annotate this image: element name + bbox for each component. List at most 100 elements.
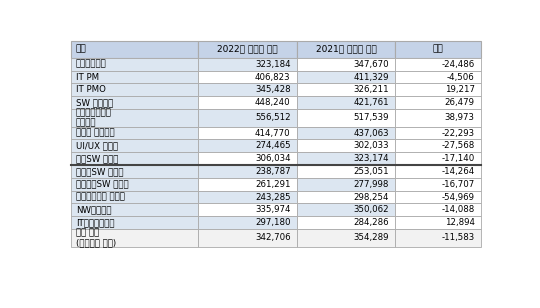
Bar [199,83,297,96]
Bar [297,216,395,229]
Bar [199,204,297,216]
Text: SW 아키텍트: SW 아키텍트 [76,98,113,107]
Text: 데이터 아키텍트: 데이터 아키텍트 [76,128,114,137]
Bar [297,229,395,247]
Bar [297,127,395,140]
Text: NW엔지니어: NW엔지니어 [76,205,111,214]
Bar [395,216,481,229]
Text: 342,706: 342,706 [255,233,291,242]
Bar [71,96,199,109]
Bar [199,58,297,71]
Bar [199,41,297,58]
Text: 335,974: 335,974 [255,205,291,214]
Bar [71,140,199,152]
Bar [71,165,199,178]
Bar [199,191,297,204]
Text: 238,787: 238,787 [255,167,291,176]
Text: 448,240: 448,240 [255,98,291,107]
Bar [199,216,297,229]
Text: 응용SW 개발자: 응용SW 개발자 [76,154,118,163]
Bar [395,83,481,96]
Bar [297,58,395,71]
Bar [395,204,481,216]
Bar [199,127,297,140]
Text: -22,293: -22,293 [442,128,475,137]
Bar [395,41,481,58]
Bar [297,191,395,204]
Bar [395,191,481,204]
Bar [395,178,481,191]
Text: -14,088: -14,088 [442,205,475,214]
Bar [395,109,481,127]
Text: 19,217: 19,217 [445,85,475,94]
Text: 243,285: 243,285 [255,192,291,201]
Bar [199,152,297,165]
Text: 354,289: 354,289 [353,233,389,242]
Bar [395,152,481,165]
Bar [71,216,199,229]
Text: UI/UX 개발자: UI/UX 개발자 [76,141,118,150]
Text: IT PMO: IT PMO [76,85,106,94]
Text: 437,063: 437,063 [353,128,389,137]
Bar [199,165,297,178]
Text: 347,670: 347,670 [353,60,389,69]
Bar [71,127,199,140]
Bar [395,229,481,247]
Bar [71,178,199,191]
Text: 556,512: 556,512 [255,113,291,122]
Text: -11,583: -11,583 [442,233,475,242]
Bar [199,109,297,127]
Text: 평균 임금
(산술평균 기준): 평균 임금 (산술평균 기준) [76,228,116,248]
Text: 350,062: 350,062 [353,205,389,214]
Bar [199,71,297,83]
Text: 임베디드SW 개발자: 임베디드SW 개발자 [76,180,129,189]
Bar [199,178,297,191]
Bar [71,109,199,127]
Text: 297,180: 297,180 [255,218,291,227]
Text: 데이터분석가: 데이터분석가 [76,60,106,69]
Bar [71,83,199,96]
Bar [395,96,481,109]
Text: 데이터베이스 운용자: 데이터베이스 운용자 [76,192,125,201]
Text: 26,479: 26,479 [445,98,475,107]
Bar [297,71,395,83]
Text: 12,894: 12,894 [445,218,475,227]
Bar [199,229,297,247]
Bar [395,140,481,152]
Bar [71,229,199,247]
Bar [297,41,395,58]
Bar [71,152,199,165]
Bar [297,96,395,109]
Text: 406,823: 406,823 [255,73,291,82]
Text: 414,770: 414,770 [255,128,291,137]
Bar [71,191,199,204]
Text: 323,184: 323,184 [255,60,291,69]
Text: 시스템SW 개발자: 시스템SW 개발자 [76,167,123,176]
Text: IT PM: IT PM [76,73,99,82]
Bar [395,165,481,178]
Text: 411,329: 411,329 [353,73,389,82]
Text: 261,291: 261,291 [255,180,291,189]
Text: 306,034: 306,034 [255,154,291,163]
Bar [297,165,395,178]
Text: -4,506: -4,506 [447,73,475,82]
Bar [297,204,395,216]
Text: -24,486: -24,486 [442,60,475,69]
Text: 38,973: 38,973 [445,113,475,122]
Text: 구분: 구분 [76,45,86,54]
Bar [297,178,395,191]
Bar [71,71,199,83]
Text: IT시스템운용자: IT시스템운용자 [76,218,114,227]
Text: 302,033: 302,033 [353,141,389,150]
Bar [297,83,395,96]
Text: 517,539: 517,539 [353,113,389,122]
Text: 323,174: 323,174 [353,154,389,163]
Bar [395,71,481,83]
Text: 차이: 차이 [433,45,443,54]
Text: -16,707: -16,707 [442,180,475,189]
Bar [395,127,481,140]
Text: 253,051: 253,051 [353,167,389,176]
Bar [297,109,395,127]
Text: -17,140: -17,140 [442,154,475,163]
Text: 2021년 일평균 임금: 2021년 일평균 임금 [316,45,376,54]
